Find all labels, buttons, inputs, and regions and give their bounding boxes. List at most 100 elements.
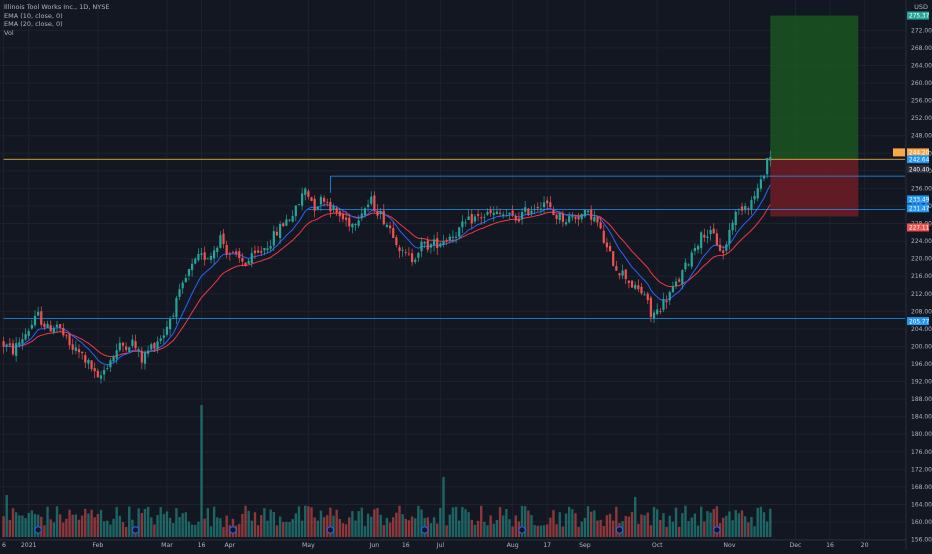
volume-bar xyxy=(589,511,593,537)
volume-bar xyxy=(373,509,376,537)
candle-102 xyxy=(322,195,326,207)
volume-bar xyxy=(5,495,8,537)
candle-226 xyxy=(712,223,715,234)
volume-bar xyxy=(737,513,741,537)
candle-body xyxy=(115,350,118,359)
candle-body xyxy=(668,292,671,301)
volume-bar xyxy=(297,506,301,537)
candle-body xyxy=(382,210,385,225)
candle-75 xyxy=(238,247,241,263)
volume-bar xyxy=(203,518,206,537)
candle-body xyxy=(656,309,659,315)
candle-body xyxy=(502,214,505,216)
candle-45 xyxy=(143,350,147,370)
candle-body xyxy=(564,222,568,225)
candle-body xyxy=(351,223,354,228)
candle-20 xyxy=(65,333,68,340)
volume-bar xyxy=(605,515,609,537)
volume-bar xyxy=(473,524,477,537)
volume-bar xyxy=(514,515,517,537)
volume-bar xyxy=(84,508,87,537)
candle-body xyxy=(2,341,5,347)
candle-236 xyxy=(744,202,747,214)
candle-body xyxy=(725,244,728,251)
candle-177 xyxy=(558,212,561,224)
candle-137 xyxy=(432,234,436,252)
volume-bar xyxy=(307,506,310,537)
candle-body xyxy=(420,241,423,252)
volume-bar xyxy=(530,515,533,537)
candle-body xyxy=(87,359,90,364)
candle-49 xyxy=(156,336,159,354)
volume-bar xyxy=(599,519,602,537)
candle-72 xyxy=(228,252,231,261)
volume-bar xyxy=(762,512,766,537)
candle-body xyxy=(266,248,269,251)
candle-body xyxy=(338,211,341,217)
candle-112 xyxy=(354,223,357,231)
candle-36 xyxy=(115,343,118,364)
candle-217 xyxy=(684,258,687,273)
volume-bar xyxy=(709,512,712,537)
currency-label[interactable]: USD xyxy=(914,3,928,11)
volume-bar xyxy=(93,517,96,537)
volume-bar xyxy=(655,509,659,537)
candle-body xyxy=(118,342,121,351)
volume-bar xyxy=(2,516,5,537)
candle-15 xyxy=(49,320,52,332)
candle-body xyxy=(671,286,674,293)
candle-221 xyxy=(696,243,700,254)
volume-bar xyxy=(454,506,458,537)
candle-44 xyxy=(140,346,143,370)
price-tick-label: 156.00 xyxy=(911,537,932,544)
candle-body xyxy=(191,263,194,271)
candle-166 xyxy=(524,201,527,215)
volume-bar xyxy=(432,517,436,537)
volume-bar xyxy=(294,513,298,537)
volume-bar xyxy=(671,521,675,537)
candle-body xyxy=(530,210,533,214)
candle-155 xyxy=(489,206,492,217)
candle-196 xyxy=(618,272,621,280)
candle-151 xyxy=(476,209,480,221)
candle-41 xyxy=(131,334,134,349)
candle-159 xyxy=(502,211,505,219)
candle-body xyxy=(744,205,747,211)
candle-body xyxy=(612,251,615,266)
volume-bar xyxy=(715,506,719,537)
candle-191 xyxy=(602,224,605,245)
candle-body xyxy=(536,207,539,209)
candle-body xyxy=(269,246,272,249)
volume-bar xyxy=(357,511,360,537)
price-label: 227.11 xyxy=(909,226,930,232)
candle-body xyxy=(596,217,599,223)
candle-body xyxy=(219,235,222,248)
price-tick-label: 208.00 xyxy=(911,308,932,315)
candle-97 xyxy=(307,188,310,200)
candle-106 xyxy=(335,205,338,217)
candle-203 xyxy=(640,283,643,296)
candle-22 xyxy=(71,338,74,355)
volume-bar xyxy=(266,520,269,537)
candle-body xyxy=(71,344,74,350)
candle-body xyxy=(297,204,301,205)
candle-body xyxy=(464,222,467,224)
candle-213 xyxy=(671,281,674,293)
candle-69 xyxy=(219,231,222,249)
volume-bar xyxy=(90,509,93,537)
volume-bar xyxy=(495,520,499,537)
candle-201 xyxy=(634,281,637,291)
volume-bar xyxy=(743,516,747,537)
candle-187 xyxy=(590,205,593,226)
candle-body xyxy=(520,211,524,220)
candle-body xyxy=(27,330,30,336)
candle-244 xyxy=(769,150,772,167)
time-tick-label: Jun xyxy=(369,542,380,549)
volume-bar xyxy=(684,505,687,537)
price-label-bg xyxy=(907,195,929,204)
candle-body xyxy=(313,198,316,211)
volume-bar xyxy=(703,521,706,537)
price-tick-label: 260.00 xyxy=(911,80,932,87)
